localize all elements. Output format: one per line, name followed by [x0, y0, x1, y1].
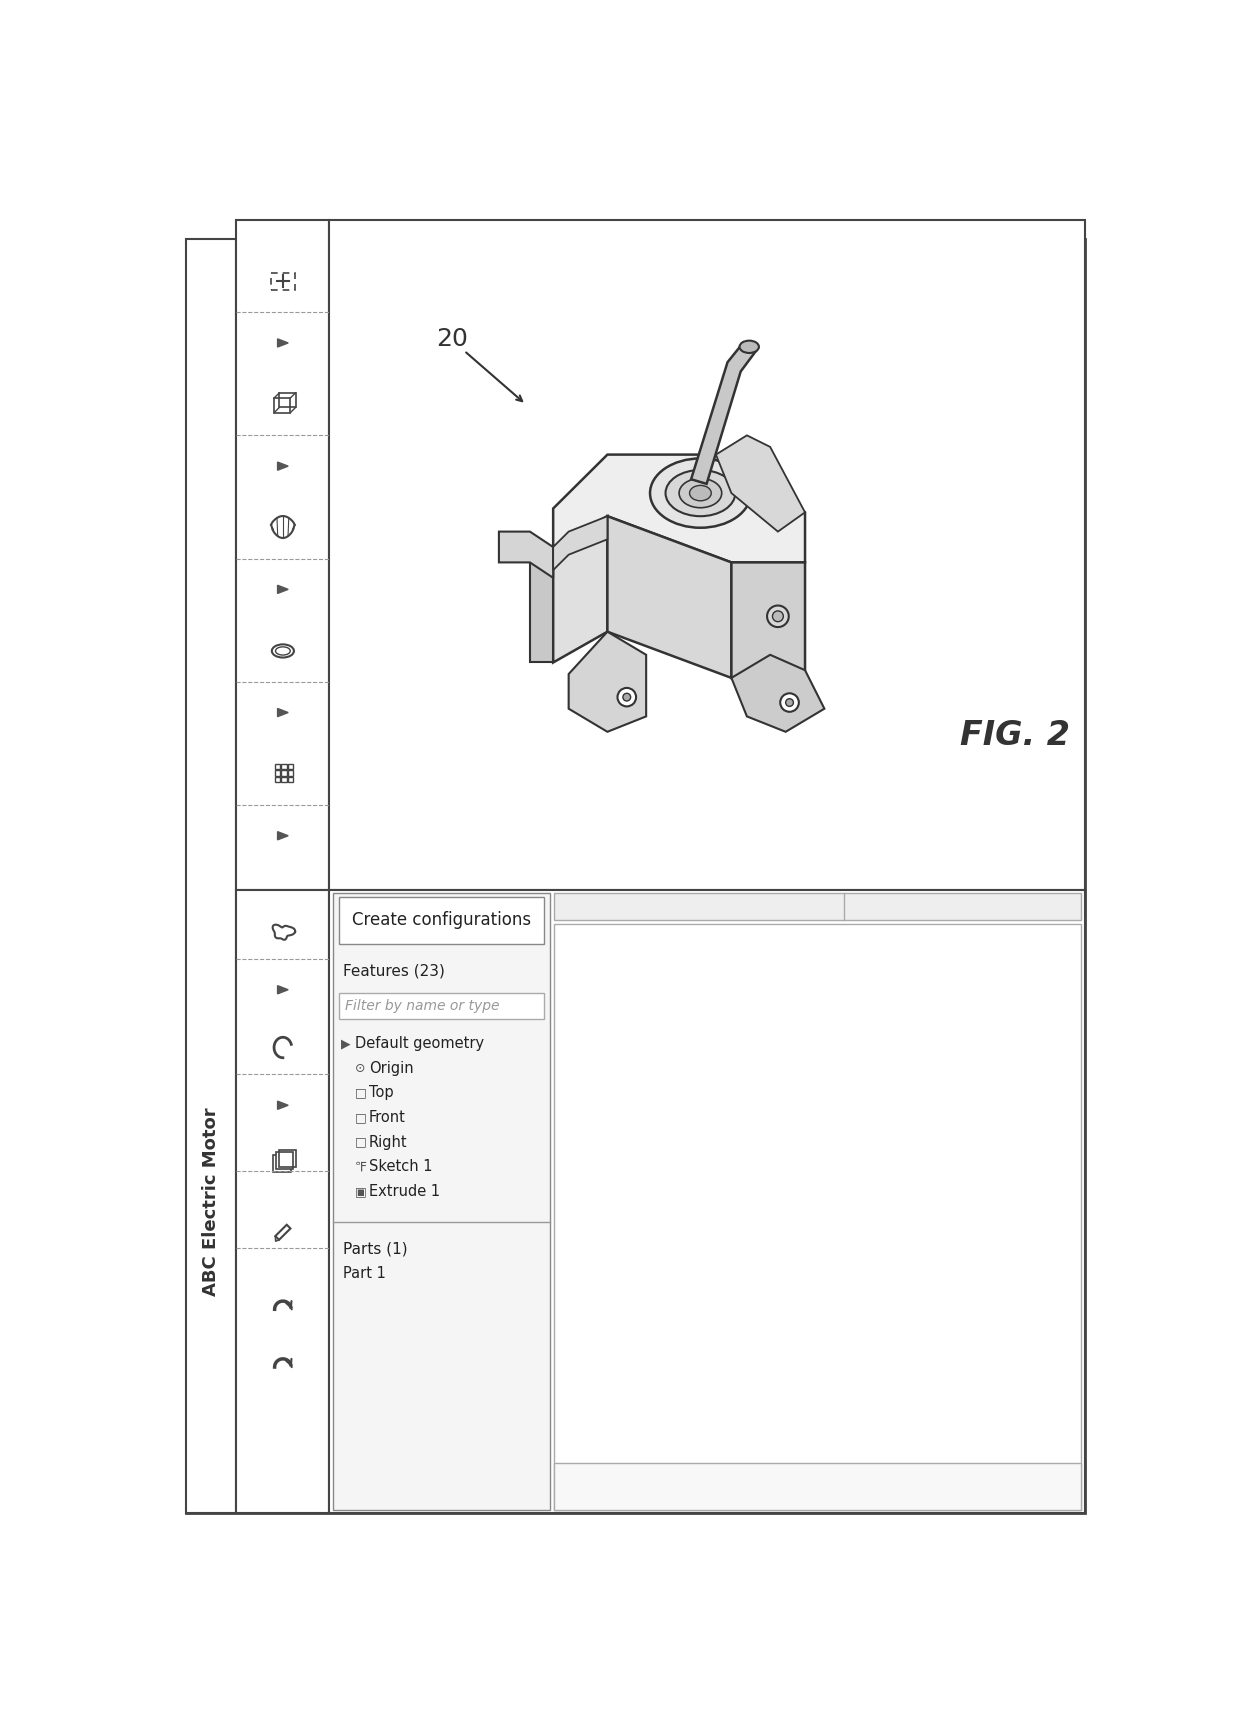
Ellipse shape — [739, 340, 759, 352]
Bar — [274, 1156, 290, 1173]
Text: 20: 20 — [436, 328, 469, 350]
Polygon shape — [732, 654, 825, 732]
Text: ABC Electric Motor: ABC Electric Motor — [202, 1107, 221, 1296]
Circle shape — [786, 699, 794, 706]
Text: Parts (1): Parts (1) — [342, 1242, 407, 1256]
Polygon shape — [732, 562, 805, 678]
Text: Origin: Origin — [370, 1060, 413, 1076]
Text: ℉: ℉ — [355, 1161, 367, 1173]
Bar — [237, 220, 330, 890]
Polygon shape — [278, 831, 288, 840]
Bar — [270, 272, 295, 290]
Bar — [288, 777, 294, 782]
Bar — [330, 890, 1085, 1513]
Bar — [340, 897, 544, 944]
Polygon shape — [553, 455, 805, 562]
Polygon shape — [278, 1102, 288, 1109]
Bar — [281, 770, 286, 776]
Text: Extrude 1: Extrude 1 — [370, 1183, 440, 1199]
Bar — [330, 220, 1085, 890]
Text: Sketch 1: Sketch 1 — [370, 1159, 433, 1175]
Polygon shape — [608, 517, 732, 678]
Bar — [274, 763, 280, 769]
Ellipse shape — [650, 458, 750, 527]
Polygon shape — [691, 344, 756, 484]
Bar — [274, 777, 280, 782]
Polygon shape — [569, 632, 646, 732]
Text: □: □ — [355, 1136, 367, 1149]
Text: ▣: ▣ — [355, 1185, 367, 1197]
Text: FIG. 2: FIG. 2 — [960, 718, 1069, 753]
Bar — [288, 770, 294, 776]
Bar — [274, 397, 290, 413]
Ellipse shape — [689, 486, 712, 501]
Text: Filter by name or type: Filter by name or type — [345, 999, 500, 1013]
Bar — [340, 992, 544, 1018]
Ellipse shape — [680, 479, 722, 508]
Polygon shape — [278, 338, 288, 347]
Text: □: □ — [355, 1086, 367, 1100]
Text: Right: Right — [370, 1135, 408, 1150]
Circle shape — [780, 694, 799, 711]
Text: □: □ — [355, 1110, 367, 1124]
Bar — [279, 392, 295, 408]
Polygon shape — [529, 547, 553, 663]
Polygon shape — [498, 531, 553, 578]
Bar — [277, 1152, 294, 1169]
Polygon shape — [553, 517, 608, 663]
Polygon shape — [275, 1235, 279, 1242]
Circle shape — [773, 611, 784, 621]
Polygon shape — [278, 985, 288, 994]
Polygon shape — [278, 708, 288, 717]
Polygon shape — [553, 517, 608, 571]
Bar — [274, 770, 280, 776]
Circle shape — [622, 694, 631, 701]
Bar — [281, 777, 286, 782]
Circle shape — [768, 606, 789, 626]
Polygon shape — [278, 462, 288, 470]
Text: Features (23): Features (23) — [342, 963, 444, 979]
Polygon shape — [715, 435, 805, 531]
Text: Top: Top — [370, 1086, 393, 1100]
Text: Create configurations: Create configurations — [352, 911, 531, 930]
Circle shape — [618, 687, 636, 706]
Ellipse shape — [666, 470, 735, 517]
Polygon shape — [278, 585, 288, 593]
Text: ▶: ▶ — [341, 1038, 351, 1050]
Text: Default geometry: Default geometry — [355, 1036, 484, 1051]
Text: Part 1: Part 1 — [342, 1267, 386, 1282]
Text: ⊙: ⊙ — [355, 1062, 366, 1074]
Bar — [554, 894, 1081, 921]
Bar — [186, 239, 237, 1513]
Bar — [281, 763, 286, 769]
Text: Front: Front — [370, 1110, 405, 1124]
Bar — [554, 1463, 1081, 1509]
Bar — [279, 1150, 296, 1166]
Bar — [554, 925, 1081, 1509]
Bar — [237, 890, 330, 1513]
Bar — [288, 763, 294, 769]
Bar — [334, 894, 551, 1509]
